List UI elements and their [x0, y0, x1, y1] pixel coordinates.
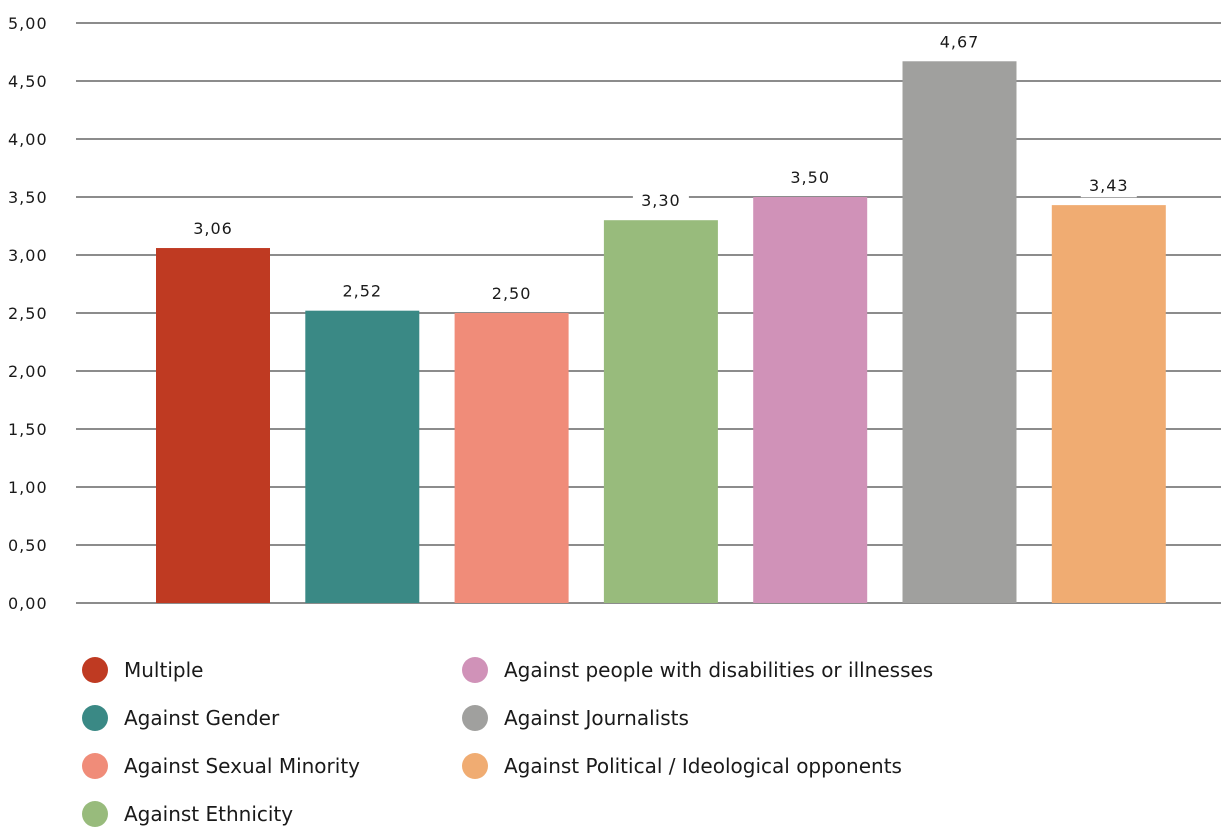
legend-swatch-against-ethnicity [82, 801, 108, 827]
legend-item-against-disabilities: Against people with disabilities or illn… [462, 654, 933, 686]
legend-label-against-journalists: Against Journalists [504, 706, 689, 730]
legend-swatch-against-disabilities [462, 657, 488, 683]
legend-item-against-ethnicity: Against Ethnicity [82, 798, 293, 830]
legend-swatch-against-political-opponents [462, 753, 488, 779]
legend-item-against-gender: Against Gender [82, 702, 279, 734]
data-label: 4,67 [940, 32, 980, 51]
bar-chart: 0,00 0,50 1,00 1,50 2,00 2,50 3,00 3,50 4,00 4,50… [8, 14, 1221, 613]
y-tick-label: 2,50 [8, 304, 48, 323]
data-label: 2,52 [342, 282, 382, 301]
data-label-bg [931, 31, 988, 54]
bar-2 [454, 313, 569, 603]
legend-swatch-multiple [82, 657, 108, 683]
data-label-bg [782, 167, 839, 189]
y-tick-label: 1,00 [8, 478, 48, 497]
data-label: 2,50 [492, 284, 532, 303]
legend-swatch-against-sexual-minority [82, 753, 108, 779]
data-label: 3,06 [193, 219, 233, 238]
legend-item-against-political-opponents: Against Political / Ideological opponent… [462, 750, 902, 782]
legend-label-against-sexual-minority: Against Sexual Minority [124, 754, 360, 778]
bar-6 [1051, 205, 1166, 603]
legend-label-multiple: Multiple [124, 658, 204, 682]
y-tick-label: 2,00 [8, 362, 48, 381]
data-label: 3,43 [1089, 176, 1129, 195]
data-label-bg [632, 190, 689, 213]
data-label-bg [185, 218, 241, 241]
data-label-bg [483, 283, 540, 305]
legend-label-against-disabilities: Against people with disabilities or illn… [504, 658, 934, 682]
y-tick-label: 0,00 [8, 594, 48, 613]
y-tick-label: 3,50 [8, 188, 48, 207]
bars [156, 61, 1166, 604]
y-axis: 0,00 0,50 1,00 1,50 2,00 2,50 3,00 3,50 4,00 4,50… [8, 14, 48, 613]
legend-label-against-political-opponents: Against Political / Ideological opponent… [504, 754, 902, 778]
y-tick-label: 0,50 [8, 536, 48, 555]
y-tick-label: 4,50 [8, 72, 48, 91]
data-label-bg [334, 280, 391, 303]
data-label: 3,30 [641, 191, 681, 210]
bar-4 [753, 197, 868, 603]
legend-item-against-sexual-minority: Against Sexual Minority [82, 750, 360, 782]
y-tick-label: 1,50 [8, 420, 48, 439]
legend: Multiple Against Gender Against Sexual M… [82, 654, 1082, 827]
data-label-bg [1080, 175, 1137, 198]
y-tick-label: 4,00 [8, 130, 48, 149]
bar-5 [902, 61, 1017, 603]
bar-3 [603, 220, 718, 603]
legend-swatch-against-gender [82, 705, 108, 731]
bar-0 [156, 248, 270, 604]
y-tick-label: 3,00 [8, 246, 48, 265]
data-labels: 3,06 2,52 2,50 3,30 3,50 4,67 3,43 [185, 31, 1137, 305]
legend-label-against-gender: Against Gender [124, 706, 280, 730]
legend-label-against-ethnicity: Against Ethnicity [124, 802, 294, 826]
legend-item-multiple: Multiple [82, 654, 203, 686]
bar-1 [305, 310, 420, 603]
legend-swatch-against-journalists [462, 705, 488, 731]
y-tick-label: 5,00 [8, 14, 48, 33]
data-label: 3,50 [790, 168, 830, 187]
legend-item-against-journalists: Against Journalists [462, 702, 689, 734]
